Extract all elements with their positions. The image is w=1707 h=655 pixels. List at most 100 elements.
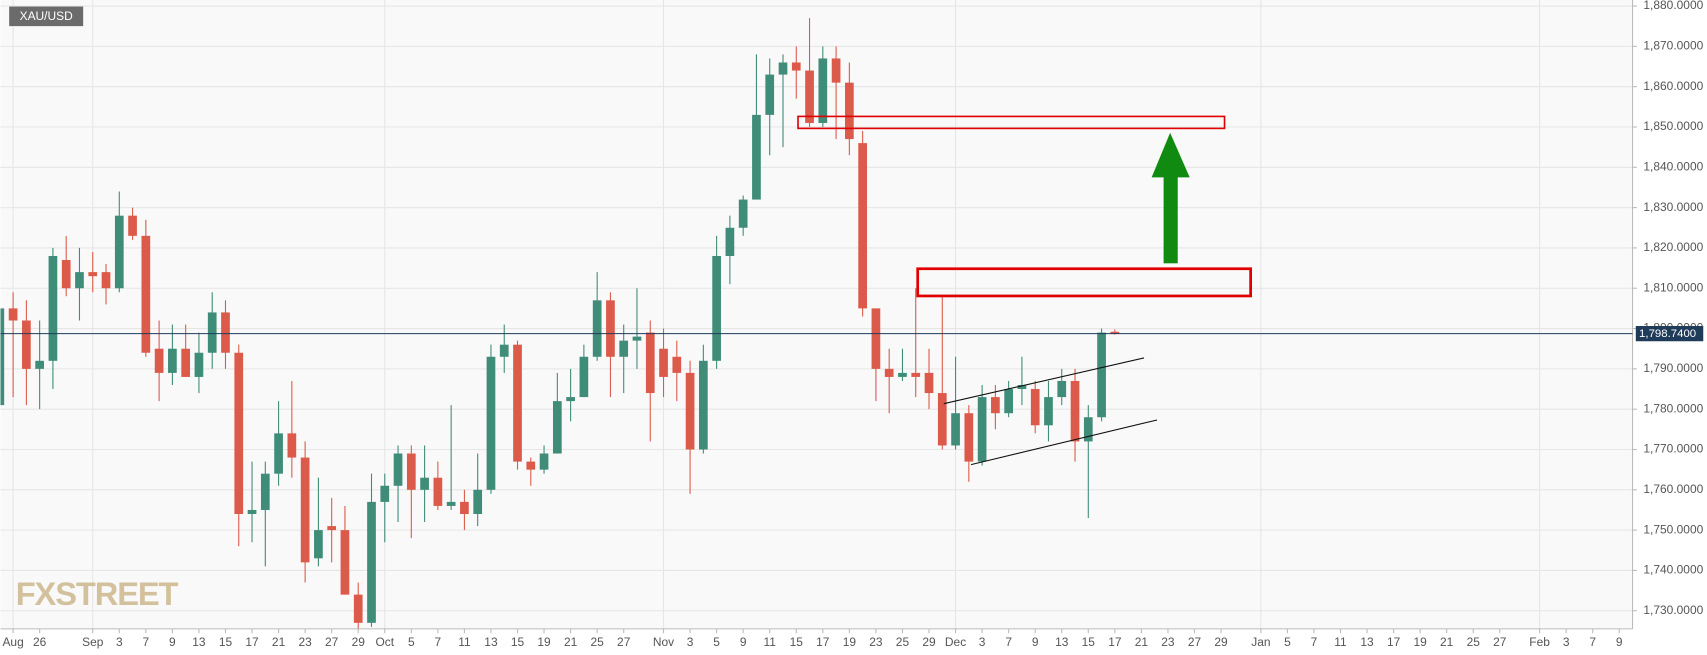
candle-body bbox=[818, 58, 828, 123]
y-tick-label: 1,810.0000 bbox=[1643, 280, 1703, 294]
resistance-box bbox=[797, 115, 1226, 130]
x-tick-label: 11 bbox=[458, 635, 471, 649]
x-tick-label: 27 bbox=[1188, 635, 1202, 649]
candle-body bbox=[433, 477, 443, 506]
x-tick-label: Sep bbox=[82, 635, 104, 649]
x-tick-label: 7 bbox=[1005, 635, 1012, 649]
candle-body bbox=[805, 70, 814, 123]
candle-body bbox=[8, 308, 18, 321]
x-tick-label: 3 bbox=[687, 635, 694, 649]
candle-body bbox=[1057, 380, 1067, 398]
x-tick-label: 3 bbox=[979, 635, 986, 649]
candle-body bbox=[101, 272, 111, 289]
x-tick-label: 3 bbox=[116, 635, 123, 649]
annotations bbox=[797, 115, 1252, 466]
x-tick-label: 7 bbox=[143, 635, 150, 649]
resistance-box bbox=[916, 267, 1252, 298]
candle-body bbox=[340, 530, 350, 595]
candle-body bbox=[61, 260, 71, 289]
candle-body bbox=[1017, 384, 1027, 390]
candle-body bbox=[991, 397, 1000, 414]
x-tick-label: 11 bbox=[764, 635, 777, 649]
candle-body bbox=[526, 461, 536, 470]
x-tick-label: 27 bbox=[1493, 635, 1507, 649]
candle-body bbox=[752, 114, 761, 200]
x-tick-label: 23 bbox=[298, 635, 312, 649]
x-tick-label: 5 bbox=[713, 635, 720, 649]
candle-body bbox=[539, 453, 549, 470]
candle-body bbox=[247, 509, 257, 514]
candle-body bbox=[22, 320, 31, 369]
symbol-badge bbox=[9, 6, 84, 27]
candle-body bbox=[300, 457, 310, 563]
grid bbox=[0, 0, 1633, 629]
candle-body bbox=[937, 393, 947, 446]
x-tick-label: 17 bbox=[816, 635, 830, 649]
candle-body bbox=[314, 530, 323, 559]
x-tick-label: 27 bbox=[325, 635, 339, 649]
candle-body bbox=[420, 477, 429, 490]
x-tick-label: 19 bbox=[1414, 635, 1428, 649]
x-tick-label: 19 bbox=[843, 635, 857, 649]
candle-body bbox=[393, 453, 403, 486]
x-tick-label: Nov bbox=[653, 635, 674, 649]
candle-body bbox=[274, 433, 283, 474]
x-tick-label: 9 bbox=[1032, 635, 1039, 649]
candle-body bbox=[48, 255, 58, 361]
candle-body bbox=[898, 372, 907, 377]
candle-body bbox=[632, 336, 642, 341]
x-tick-label: 7 bbox=[435, 635, 442, 649]
candle-body bbox=[380, 485, 390, 502]
candle-body bbox=[114, 215, 124, 289]
x-tick-label: 13 bbox=[1055, 635, 1069, 649]
candle-body bbox=[964, 413, 974, 462]
candle-body bbox=[698, 360, 708, 450]
candle-body bbox=[1004, 389, 1014, 414]
y-tick-label: 1,730.0000 bbox=[1643, 603, 1703, 617]
candle-body bbox=[1044, 397, 1053, 426]
x-tick-label: 29 bbox=[922, 635, 936, 649]
x-tick-label: 9 bbox=[740, 635, 747, 649]
y-tick-label: 1,870.0000 bbox=[1643, 39, 1703, 53]
x-tick-label: 21 bbox=[1440, 635, 1454, 649]
candle-body bbox=[977, 397, 987, 462]
x-tick-label: 15 bbox=[1082, 635, 1096, 649]
candle-body bbox=[592, 300, 602, 357]
x-tick-label: 3 bbox=[1563, 635, 1570, 649]
plot-background bbox=[0, 0, 1632, 629]
x-tick-label: 27 bbox=[617, 635, 631, 649]
candle-body bbox=[765, 74, 775, 115]
candle-body bbox=[884, 368, 894, 377]
candle-body bbox=[871, 308, 881, 369]
x-tick-label: 23 bbox=[1161, 635, 1175, 649]
candle-body bbox=[738, 199, 748, 228]
y-tick-label: 1,770.0000 bbox=[1643, 442, 1703, 456]
y-tick-label: 1,750.0000 bbox=[1643, 522, 1703, 536]
candle-body bbox=[619, 340, 629, 357]
y-tick-label: 1,740.0000 bbox=[1643, 563, 1703, 577]
last-price-tag bbox=[1635, 326, 1704, 342]
candle-body bbox=[552, 401, 562, 454]
watermark: FXSTREET bbox=[16, 575, 179, 612]
trend-line bbox=[943, 357, 1145, 405]
candle-body bbox=[168, 348, 177, 373]
x-tick-label: 7 bbox=[1589, 635, 1596, 649]
last-price-label: 1,798.7400 bbox=[1639, 328, 1696, 340]
y-tick-label: 1,860.0000 bbox=[1643, 79, 1703, 93]
x-tick-label: Aug bbox=[2, 635, 23, 649]
x-tick-label: 5 bbox=[408, 635, 415, 649]
y-tick-label: 1,780.0000 bbox=[1643, 401, 1703, 415]
candle-body bbox=[513, 344, 522, 462]
candle-body bbox=[924, 372, 934, 394]
candle-body bbox=[141, 235, 151, 353]
candle-body bbox=[181, 348, 191, 377]
candle-body bbox=[154, 348, 164, 373]
candle-body bbox=[778, 62, 788, 75]
x-tick-label: 21 bbox=[1135, 635, 1149, 649]
candle-body bbox=[858, 143, 867, 309]
x-tick-label: Jan bbox=[1251, 635, 1270, 649]
chart-title: XAU/USD bbox=[20, 9, 74, 23]
candle-body bbox=[659, 348, 668, 377]
candle-body bbox=[672, 356, 682, 373]
x-tick-label: 21 bbox=[272, 635, 286, 649]
